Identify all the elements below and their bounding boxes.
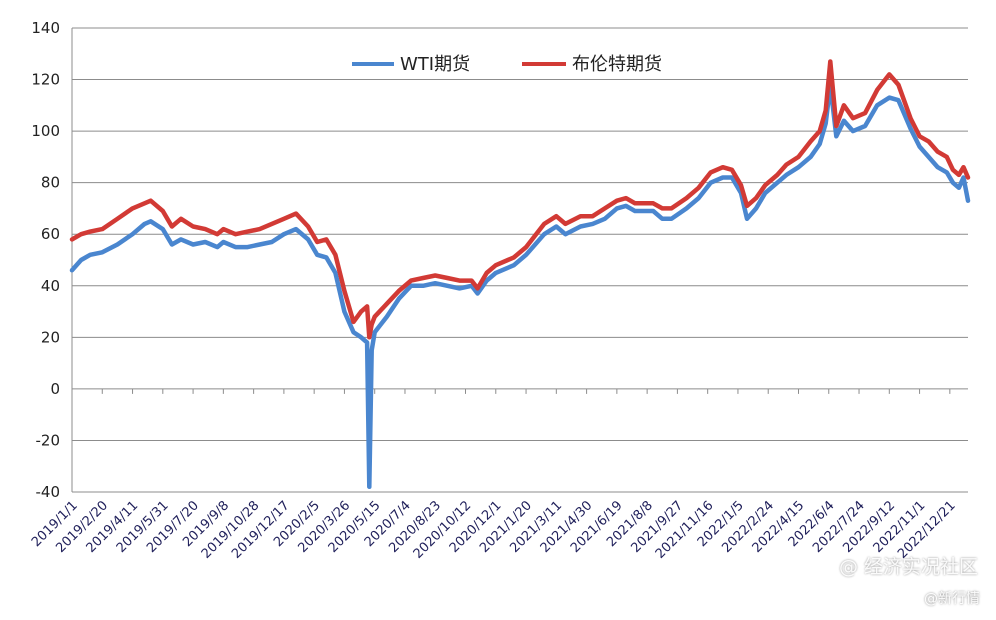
y-tick-label: 40: [41, 277, 60, 295]
series-line-brent: [69, 59, 971, 340]
legend-label-wti: WTI期货: [400, 54, 470, 75]
y-tick-labels: -40 -20 0 20 40 60 80 100 120 140: [31, 19, 60, 501]
series-line-wti: [69, 82, 971, 490]
y-tick-label: 120: [31, 71, 60, 89]
y-tick-label: 20: [41, 328, 60, 346]
legend-label-brent: 布伦特期货: [572, 54, 662, 75]
grid-lines: [72, 27, 968, 493]
x-tick-labels: 2019/1/12019/2/202019/4/112019/5/312019/…: [29, 498, 959, 562]
y-tick-label: -20: [36, 431, 61, 449]
y-tick-label: 0: [50, 380, 60, 398]
series-lines: [69, 59, 971, 490]
y-tick-label: 60: [41, 225, 60, 243]
y-tick-label: 140: [31, 19, 60, 37]
legend: WTI期货 布伦特期货: [352, 54, 662, 75]
y-tick-label: -40: [36, 483, 61, 501]
y-tick-label: 80: [41, 174, 60, 192]
y-tick-label: 100: [31, 122, 60, 140]
watermark-secondary: @新行情: [924, 591, 980, 607]
axes: [71, 28, 968, 493]
watermark-primary: @ 经济实况社区: [838, 556, 978, 578]
